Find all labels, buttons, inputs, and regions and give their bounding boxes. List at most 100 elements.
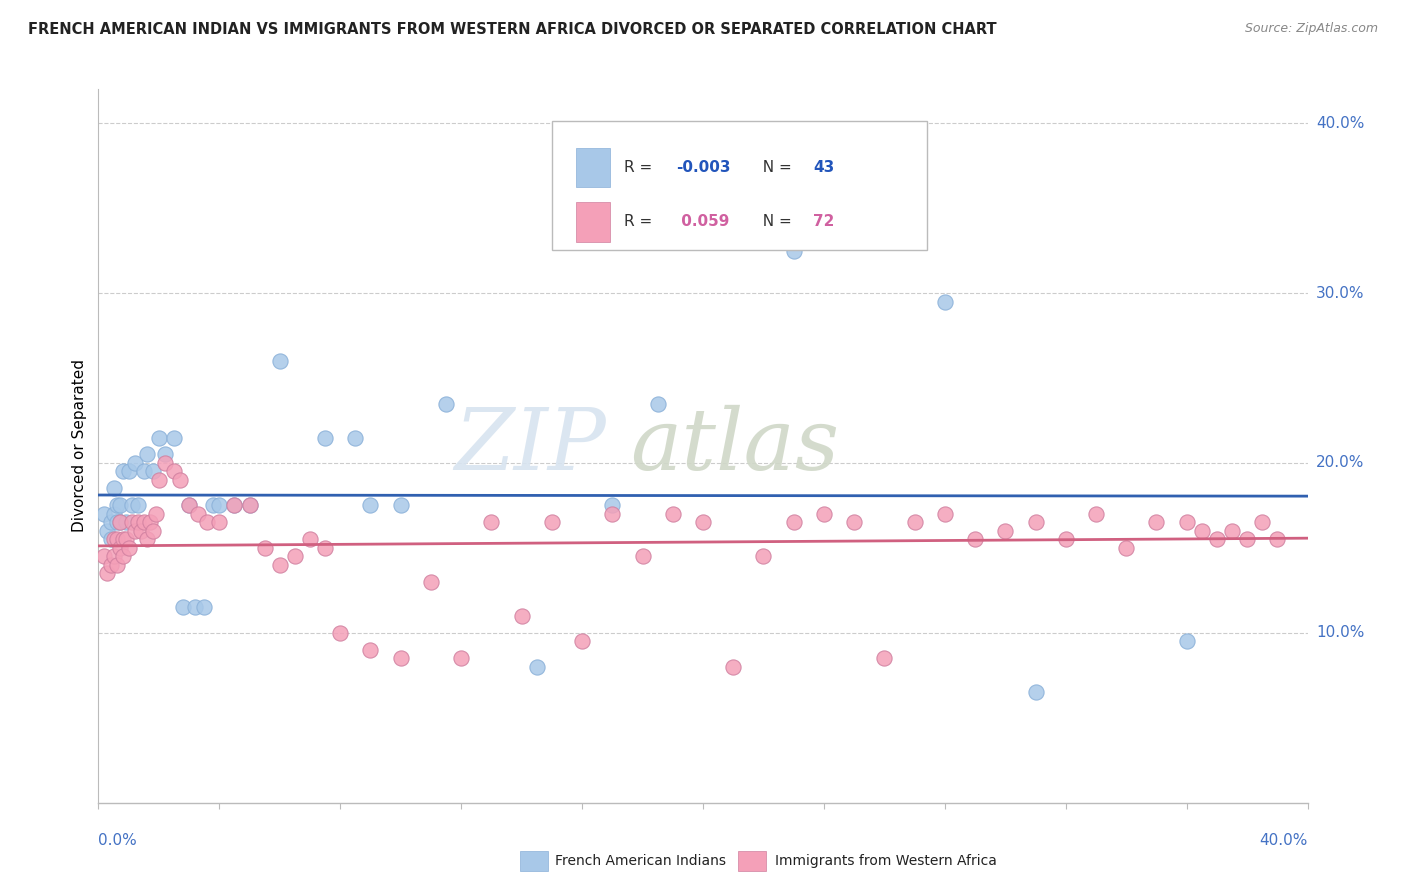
Point [153,448,176,462]
Point [139,516,162,530]
Text: Source: ZipAtlas.com: Source: ZipAtlas.com [1244,22,1378,36]
Text: 40.0%: 40.0% [1316,116,1364,131]
Text: 10.0%: 10.0% [1316,625,1364,640]
Point [314,541,336,555]
Point [114,533,136,547]
Text: 30.0%: 30.0% [1316,285,1364,301]
Point [145,507,167,521]
Point [571,634,593,648]
Point [661,507,683,521]
Point [224,499,246,513]
Point [1175,634,1198,648]
Point [450,651,472,665]
FancyBboxPatch shape [551,121,927,250]
Text: N =: N = [752,160,796,175]
Point [108,516,131,530]
Y-axis label: Divorced or Separated: Divorced or Separated [72,359,87,533]
Point [389,499,412,513]
Point [100,558,122,572]
Point [299,533,322,547]
Point [904,516,927,530]
Point [1220,524,1243,538]
Point [127,516,149,530]
Point [118,465,141,479]
Point [389,651,412,665]
Text: atlas: atlas [630,405,839,487]
Point [239,499,262,513]
Point [118,541,141,555]
Point [1251,516,1274,530]
Point [208,499,231,513]
Point [752,549,775,564]
Point [148,430,170,444]
Point [269,354,291,368]
Text: N =: N = [752,214,796,229]
Point [105,533,128,547]
Point [121,516,143,530]
Point [1236,533,1258,547]
Point [239,499,262,513]
Text: 0.059: 0.059 [676,214,730,229]
Point [93,507,115,521]
Point [1085,507,1108,521]
Point [419,574,441,589]
Point [540,516,562,530]
Point [1024,685,1046,699]
Point [100,533,122,547]
Point [121,499,143,513]
Point [103,533,125,547]
Point [934,507,956,521]
Text: 40.0%: 40.0% [1260,833,1308,848]
Point [647,396,669,410]
Point [108,541,131,555]
Point [96,524,118,538]
Point [1265,533,1288,547]
Point [148,473,170,487]
Point [284,549,307,564]
Point [177,499,201,513]
Point [135,533,157,547]
Point [994,524,1017,538]
Point [124,456,146,470]
Point [111,549,134,564]
Text: 43: 43 [813,160,834,175]
Text: 20.0%: 20.0% [1316,456,1364,470]
Point [602,507,624,521]
Point [510,608,533,623]
Point [631,549,654,564]
Text: Immigrants from Western Africa: Immigrants from Western Africa [775,854,997,868]
Point [1115,541,1137,555]
Point [813,507,835,521]
Point [124,524,146,538]
Point [135,448,157,462]
Point [132,516,155,530]
Point [142,465,165,479]
Point [187,507,209,521]
Point [1206,533,1229,547]
Point [1144,516,1167,530]
Point [163,430,186,444]
Point [1175,516,1198,530]
Point [344,430,367,444]
Point [602,499,624,513]
Point [721,660,744,674]
Point [93,549,115,564]
Point [360,643,382,657]
Point [224,499,246,513]
Point [202,499,225,513]
Point [100,516,122,530]
Point [105,516,128,530]
Point [782,244,804,258]
Text: -0.003: -0.003 [676,160,731,175]
Point [114,516,136,530]
Point [208,516,231,530]
Point [105,499,128,513]
Point [105,558,128,572]
Text: ZIP: ZIP [454,405,606,487]
Point [692,516,714,530]
Point [129,524,152,538]
Point [103,507,125,521]
Text: R =: R = [624,214,658,229]
Point [132,465,155,479]
Point [163,465,186,479]
